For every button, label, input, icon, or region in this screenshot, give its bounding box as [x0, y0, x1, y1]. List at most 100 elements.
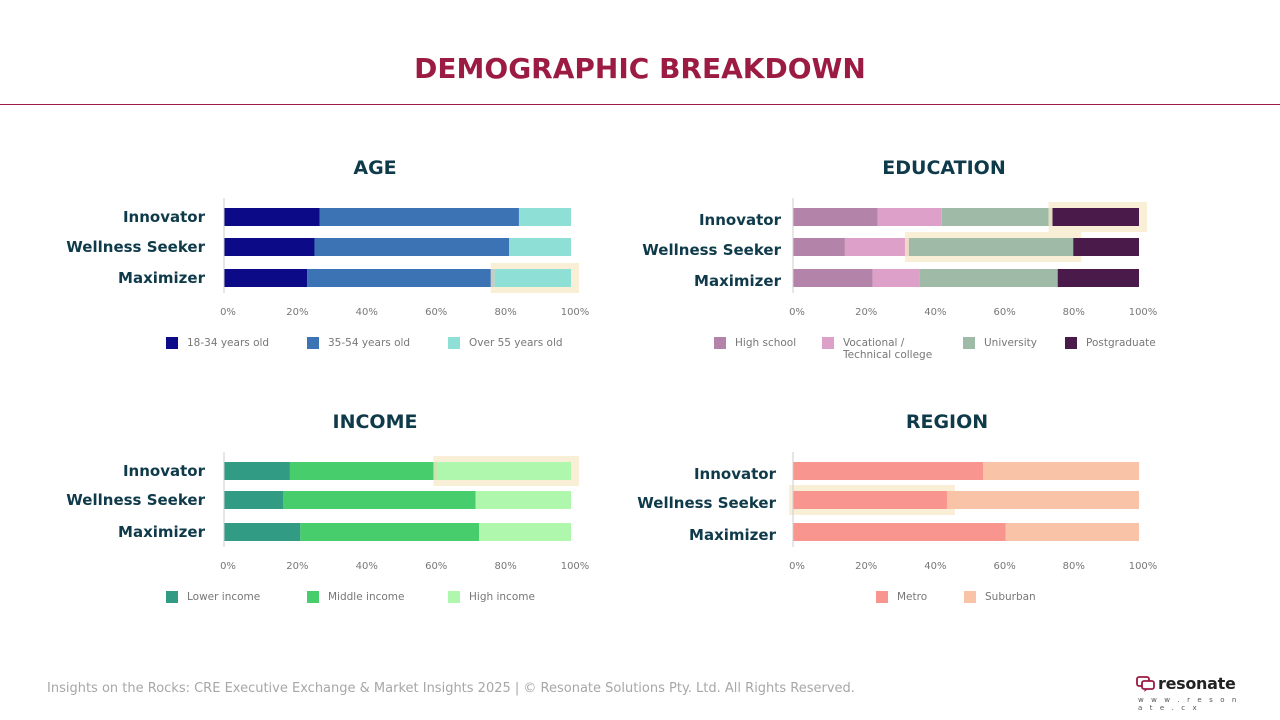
- speech-bubble-icon: [1136, 676, 1155, 692]
- legend-swatch: [714, 337, 726, 349]
- category-label: Maximizer: [689, 526, 777, 544]
- title-divider: [0, 104, 1280, 105]
- legend-label: Lower income: [187, 591, 260, 603]
- chart-title: INCOME: [333, 411, 418, 433]
- tick-label: 0%: [789, 307, 805, 318]
- tick-label: 80%: [1063, 561, 1085, 572]
- bar-high-income: [437, 462, 571, 480]
- bar-18-34-years-old: [224, 208, 320, 226]
- logo-url: w w w . r e s o n a t e . c x: [1138, 696, 1239, 712]
- bar-high-school: [793, 269, 873, 287]
- tick-label: 80%: [494, 561, 516, 572]
- tick-label: 40%: [356, 561, 378, 572]
- bar-university: [941, 208, 1053, 226]
- bar-vocational-technical-college: [844, 238, 909, 256]
- bar-over-55-years-old: [509, 238, 571, 256]
- legend-label: University: [984, 337, 1037, 349]
- legend-label: Suburban: [985, 591, 1036, 603]
- bar-18-34-years-old: [224, 238, 315, 256]
- tick-label: 0%: [220, 307, 236, 318]
- page-title: DEMOGRAPHIC BREAKDOWN: [414, 52, 866, 85]
- tick-label: 0%: [220, 561, 236, 572]
- category-label: Innovator: [694, 465, 777, 483]
- chart-title: REGION: [906, 411, 988, 433]
- tick-label: 60%: [993, 307, 1015, 318]
- bar-postgraduate: [1073, 238, 1139, 256]
- bar-university: [908, 238, 1074, 256]
- legend-label-line: Technical college: [842, 349, 932, 361]
- tick-label: 40%: [356, 307, 378, 318]
- tick-label: 20%: [286, 561, 308, 572]
- chart-age: AGE Innovator Wellness Seeker Maximizer 0% 20…: [66, 157, 589, 349]
- legend-label: High income: [469, 591, 535, 603]
- legend-swatch: [964, 591, 976, 603]
- legend-label: High school: [735, 337, 796, 349]
- bar-middle-income: [289, 462, 438, 480]
- tick-label: 20%: [855, 307, 877, 318]
- legend-label: Vocational / Technical college: [842, 337, 932, 361]
- logo-wordmark: resonate: [1158, 674, 1236, 693]
- chart-title: EDUCATION: [882, 157, 1005, 179]
- bar-over-55-years-old: [518, 208, 571, 226]
- tick-label: 20%: [286, 307, 308, 318]
- tick-label: 100%: [561, 307, 590, 318]
- bar-middle-income: [282, 491, 476, 509]
- tick-label: 100%: [561, 561, 590, 572]
- category-label: Wellness Seeker: [66, 238, 205, 256]
- legend-swatch: [1065, 337, 1077, 349]
- bar-postgraduate: [1057, 269, 1139, 287]
- chart-income: INCOME Innovator Wellness Seeker Maximizer 0…: [66, 411, 589, 603]
- bar-metro: [793, 462, 984, 480]
- bar-middle-income: [300, 523, 480, 541]
- tick-label: 80%: [494, 307, 516, 318]
- bar-high-income: [479, 523, 571, 541]
- tick-label: 100%: [1129, 561, 1158, 572]
- legend-swatch: [307, 591, 319, 603]
- category-label: Maximizer: [694, 272, 782, 290]
- resonate-logo: resonate w w w . r e s o n a t e . c x: [1136, 674, 1246, 712]
- tick-label: 40%: [924, 307, 946, 318]
- bar-metro: [793, 523, 1006, 541]
- bar-high-income: [475, 491, 571, 509]
- legend-swatch: [166, 591, 178, 603]
- bar-over-55-years-old: [494, 269, 571, 287]
- category-label: Innovator: [699, 211, 782, 229]
- tick-label: 80%: [1063, 307, 1085, 318]
- legend-swatch: [963, 337, 975, 349]
- legend-swatch: [876, 591, 888, 603]
- category-label: Wellness Seeker: [642, 241, 781, 259]
- bar-suburban: [946, 491, 1139, 509]
- bar-suburban: [1005, 523, 1139, 541]
- legend-label: 18-34 years old: [187, 337, 269, 349]
- chart-region: REGION Innovator Wellness Seeker Maximizer 0…: [637, 411, 1157, 603]
- legend-swatch: [448, 337, 460, 349]
- category-label: Wellness Seeker: [66, 491, 205, 509]
- legend-label: Over 55 years old: [469, 337, 563, 349]
- bar-vocational-technical-college: [877, 208, 942, 226]
- tick-label: 60%: [425, 307, 447, 318]
- bar-35-54-years-old: [319, 208, 519, 226]
- tick-label: 60%: [425, 561, 447, 572]
- bar-35-54-years-old: [307, 269, 495, 287]
- legend-swatch: [448, 591, 460, 603]
- bar-lower-income: [224, 491, 283, 509]
- tick-label: 40%: [924, 561, 946, 572]
- bar-35-54-years-old: [314, 238, 510, 256]
- bar-18-34-years-old: [224, 269, 308, 287]
- legend-label-line: Vocational /: [843, 337, 905, 349]
- legend-swatch: [307, 337, 319, 349]
- tick-label: 20%: [855, 561, 877, 572]
- legend-label: Metro: [897, 591, 927, 603]
- chart-education: EDUCATION Innovator Wellness Seeker Maximiz…: [642, 157, 1157, 361]
- tick-label: 60%: [993, 561, 1015, 572]
- bar-high-school: [793, 238, 845, 256]
- bar-lower-income: [224, 523, 301, 541]
- category-label: Innovator: [123, 208, 206, 226]
- bar-vocational-technical-college: [872, 269, 920, 287]
- bar-suburban: [983, 462, 1139, 480]
- legend-swatch: [166, 337, 178, 349]
- category-label: Wellness Seeker: [637, 494, 776, 512]
- bar-metro: [793, 491, 947, 509]
- chart-title: AGE: [353, 157, 396, 179]
